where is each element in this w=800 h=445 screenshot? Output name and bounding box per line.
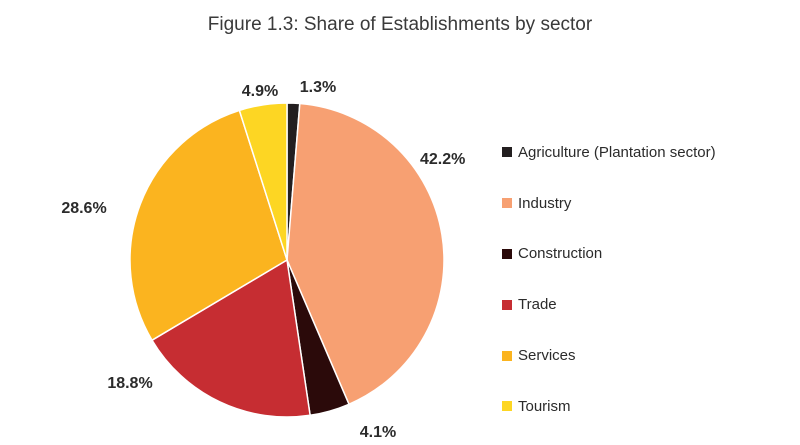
legend-item: Agriculture (Plantation sector): [502, 127, 716, 178]
legend: Agriculture (Plantation sector) Industry C…: [502, 127, 716, 432]
legend-swatch: [502, 147, 512, 158]
legend-item: Construction: [502, 229, 716, 280]
legend-swatch: [502, 198, 512, 209]
pie-slice-services: [129, 109, 288, 342]
data-label-industry: 42.2%: [420, 151, 465, 168]
legend-label: Industry: [518, 194, 572, 212]
legend-label: Services: [518, 347, 576, 365]
data-label-agriculture-plantation-sector: 1.3%: [300, 79, 336, 96]
data-label-trade: 18.8%: [107, 375, 152, 392]
legend-label: Construction: [518, 245, 603, 263]
legend-item: Tourism: [502, 381, 716, 432]
legend-swatch: [502, 248, 512, 259]
legend-item: Trade: [502, 279, 716, 330]
legend-label: Agriculture (Plantation sector): [518, 143, 716, 161]
legend-item: Services: [502, 330, 716, 381]
data-label-construction: 4.1%: [360, 424, 396, 441]
legend-swatch: [502, 299, 512, 310]
data-label-tourism: 4.9%: [242, 83, 278, 100]
pie-data-labels: 1.3% 42.2% 4.1% 18.8% 28.6% 4.9%: [61, 79, 465, 441]
data-label-services: 28.6%: [61, 200, 106, 217]
pie-slice-industry: [286, 102, 445, 406]
legend-label: Tourism: [518, 397, 571, 415]
pie-slices: [129, 102, 445, 418]
legend-swatch: [502, 350, 512, 361]
chart-title: Figure 1.3: Share of Establishments by s…: [207, 14, 593, 35]
legend-label: Trade: [518, 296, 557, 314]
legend-item: Industry: [502, 178, 716, 229]
pie-slice-trade: [151, 258, 311, 418]
pie-slice-tourism: [238, 102, 288, 261]
legend-swatch: [502, 401, 512, 412]
